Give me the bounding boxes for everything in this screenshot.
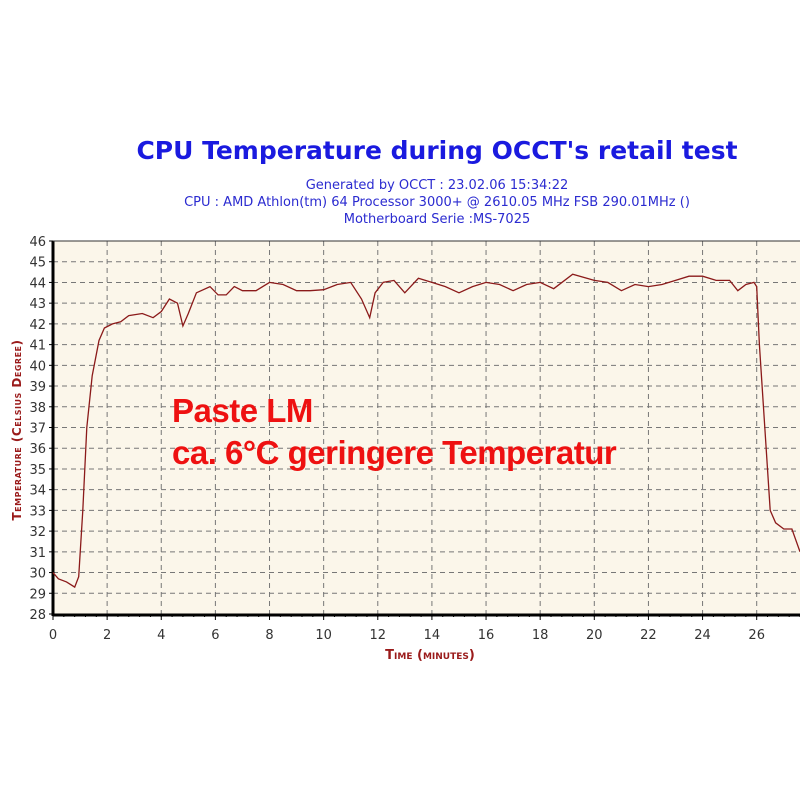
x-tick-label: 20 (586, 628, 603, 643)
y-tick-label: 34 (29, 484, 46, 499)
y-tick-label: 31 (29, 546, 46, 561)
y-tick-label: 46 (29, 235, 46, 250)
x-tick-label: 0 (49, 628, 57, 643)
chart-subtitle-cpu: CPU : AMD Athlon(tm) 64 Processor 3000+ … (184, 195, 690, 210)
annotation-paste: Paste LM (172, 392, 313, 429)
y-tick-label: 43 (29, 297, 46, 312)
y-tick-label: 33 (29, 504, 46, 519)
x-axis-label: Time (minutes) (385, 648, 475, 663)
x-tick-label: 14 (424, 628, 441, 643)
x-tick-label: 8 (265, 628, 273, 643)
y-tick-label: 36 (29, 442, 46, 457)
y-tick-label: 29 (29, 587, 46, 602)
y-tick-label: 30 (29, 567, 46, 582)
y-tick-label: 35 (29, 463, 46, 478)
x-tick-label: 10 (315, 628, 332, 643)
y-tick-label: 39 (29, 380, 46, 395)
chart-subtitle-generated: Generated by OCCT : 23.02.06 15:34:22 (305, 178, 569, 193)
x-tick-label: 22 (640, 628, 657, 643)
x-tick-label: 24 (694, 628, 711, 643)
y-tick-label: 44 (29, 276, 46, 291)
chart-title: CPU Temperature during OCCT's retail tes… (136, 136, 738, 165)
x-tick-label: 26 (748, 628, 765, 643)
x-tick-label: 16 (478, 628, 495, 643)
y-axis-label: Temperature (Celsius Degree) (10, 339, 24, 521)
y-tick-label: 37 (29, 422, 46, 437)
x-tick-label: 4 (157, 628, 165, 643)
chart-subtitle-motherboard: Motherboard Serie :MS-7025 (343, 212, 531, 227)
y-tick-label: 38 (29, 401, 46, 416)
x-tick-label: 2 (103, 628, 111, 643)
y-tick-label: 45 (29, 256, 46, 271)
x-tick-label: 18 (532, 628, 549, 643)
y-tick-label: 32 (29, 525, 46, 540)
y-tick-label: 28 (29, 608, 46, 623)
x-tick-label: 6 (211, 628, 219, 643)
y-tick-label: 40 (29, 359, 46, 374)
temperature-line (52, 273, 800, 589)
x-tick-label: 12 (370, 628, 387, 643)
y-tick-label: 42 (29, 318, 46, 333)
y-tick-label: 41 (29, 339, 46, 354)
annotation-temperature-diff: ca. 6°C geringere Temperatur (172, 434, 617, 471)
